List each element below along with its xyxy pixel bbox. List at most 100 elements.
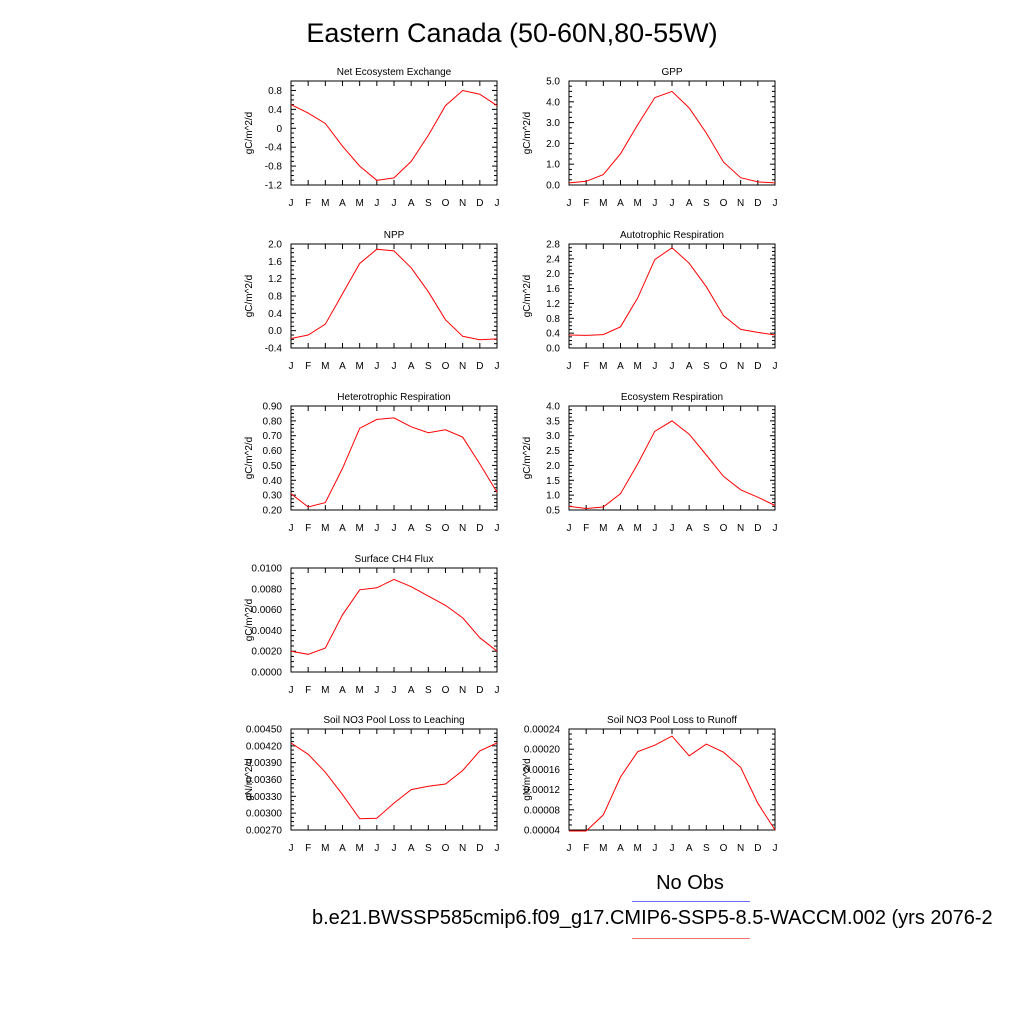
x-tick-label: O [720, 523, 728, 534]
y-tick-label: 0.4 [268, 309, 282, 320]
y-axis-label: gC/m^2/d [244, 112, 255, 155]
x-tick-label: J [773, 198, 778, 209]
y-tick-label: 3.0 [546, 431, 560, 442]
x-tick-label: A [339, 198, 346, 209]
x-tick-label: A [686, 361, 693, 372]
y-tick-label: 0.0080 [251, 584, 282, 595]
x-tick-label: S [703, 843, 710, 854]
x-tick-label: J [773, 843, 778, 854]
legend-obs-label: No Obs [656, 872, 724, 894]
y-tick-label: 0.0040 [251, 626, 282, 637]
y-tick-label: 0.0000 [251, 668, 282, 679]
x-tick-label: O [720, 843, 728, 854]
y-tick-label: 0.30 [263, 491, 283, 502]
x-tick-label: O [720, 361, 728, 372]
x-tick-label: O [720, 198, 728, 209]
x-tick-label: M [599, 198, 607, 209]
x-tick-label: M [321, 198, 329, 209]
y-tick-label: 0.40 [263, 476, 283, 487]
y-tick-label: 2.4 [546, 254, 560, 265]
main-title: Eastern Canada (50-60N,80-55W) [306, 18, 718, 48]
x-tick-label: A [408, 361, 415, 372]
y-tick-label: 0.5 [546, 506, 560, 517]
panel-title: NPP [384, 230, 405, 241]
x-tick-label: A [686, 198, 693, 209]
x-tick-label: J [495, 523, 500, 534]
y-tick-label: 1.0 [546, 160, 560, 171]
plot-frame [568, 80, 776, 186]
x-tick-label: J [670, 523, 675, 534]
y-tick-label: 2.0 [546, 461, 560, 472]
x-tick-label: M [633, 361, 641, 372]
y-tick-label: 0.00420 [246, 741, 283, 752]
y-tick-label: 3.0 [546, 118, 560, 129]
x-tick-label: A [617, 523, 624, 534]
y-tick-label: 0.80 [263, 416, 283, 427]
x-tick-label: A [686, 843, 693, 854]
x-tick-label: A [686, 523, 693, 534]
legend-obs-line [632, 901, 750, 902]
x-tick-label: O [442, 843, 450, 854]
y-tick-label: 2.5 [546, 446, 560, 457]
y-tick-label: 0.00330 [246, 792, 283, 803]
y-tick-label: -1.2 [265, 181, 283, 192]
x-tick-label: J [495, 843, 500, 854]
series-line [290, 417, 498, 508]
plot-frame [568, 405, 776, 511]
x-tick-label: D [754, 198, 761, 209]
x-tick-label: N [459, 198, 466, 209]
y-tick-label: 0.00016 [524, 765, 561, 776]
y-tick-label: 2.0 [546, 269, 560, 280]
series-line [290, 578, 498, 655]
y-tick-label: 3.5 [546, 416, 560, 427]
x-tick-label: F [305, 523, 311, 534]
plot-frame [290, 80, 498, 186]
x-tick-label: J [567, 361, 572, 372]
x-tick-label: A [408, 523, 415, 534]
y-tick-label: 2.0 [268, 240, 282, 251]
y-tick-label: 0.8 [268, 86, 282, 97]
x-tick-label: F [583, 843, 589, 854]
y-tick-label: 0.0 [546, 344, 560, 355]
y-tick-label: 1.0 [546, 491, 560, 502]
x-tick-label: A [408, 198, 415, 209]
series-line [290, 89, 498, 181]
x-tick-label: J [289, 685, 294, 696]
x-tick-label: J [495, 685, 500, 696]
x-tick-label: M [599, 843, 607, 854]
panel-title: Soil NO3 Pool Loss to Leaching [323, 715, 464, 726]
x-tick-label: O [442, 361, 450, 372]
x-tick-label: N [459, 361, 466, 372]
y-tick-label: 0.0 [268, 326, 282, 337]
x-tick-label: F [583, 361, 589, 372]
y-tick-label: 0.00450 [246, 725, 283, 736]
x-tick-label: A [339, 523, 346, 534]
x-tick-label: M [633, 523, 641, 534]
y-tick-label: -0.4 [265, 344, 283, 355]
x-tick-label: N [459, 685, 466, 696]
y-tick-label: 0.00024 [524, 725, 561, 736]
y-tick-label: 0.4 [546, 329, 560, 340]
y-tick-label: 1.6 [268, 257, 282, 268]
x-tick-label: M [321, 843, 329, 854]
x-tick-label: F [583, 523, 589, 534]
panel-title: GPP [661, 67, 682, 78]
x-tick-label: M [355, 523, 363, 534]
y-tick-label: 0 [276, 124, 282, 135]
x-tick-label: J [392, 361, 397, 372]
x-tick-label: J [567, 843, 572, 854]
y-tick-label: 0.0060 [251, 605, 282, 616]
x-tick-label: J [374, 361, 379, 372]
x-tick-label: J [670, 198, 675, 209]
x-tick-label: J [392, 685, 397, 696]
series-line [290, 742, 498, 820]
x-tick-label: M [355, 685, 363, 696]
x-tick-label: J [495, 198, 500, 209]
series-line [569, 735, 776, 832]
y-tick-label: 0.60 [263, 446, 283, 457]
x-tick-label: J [374, 523, 379, 534]
